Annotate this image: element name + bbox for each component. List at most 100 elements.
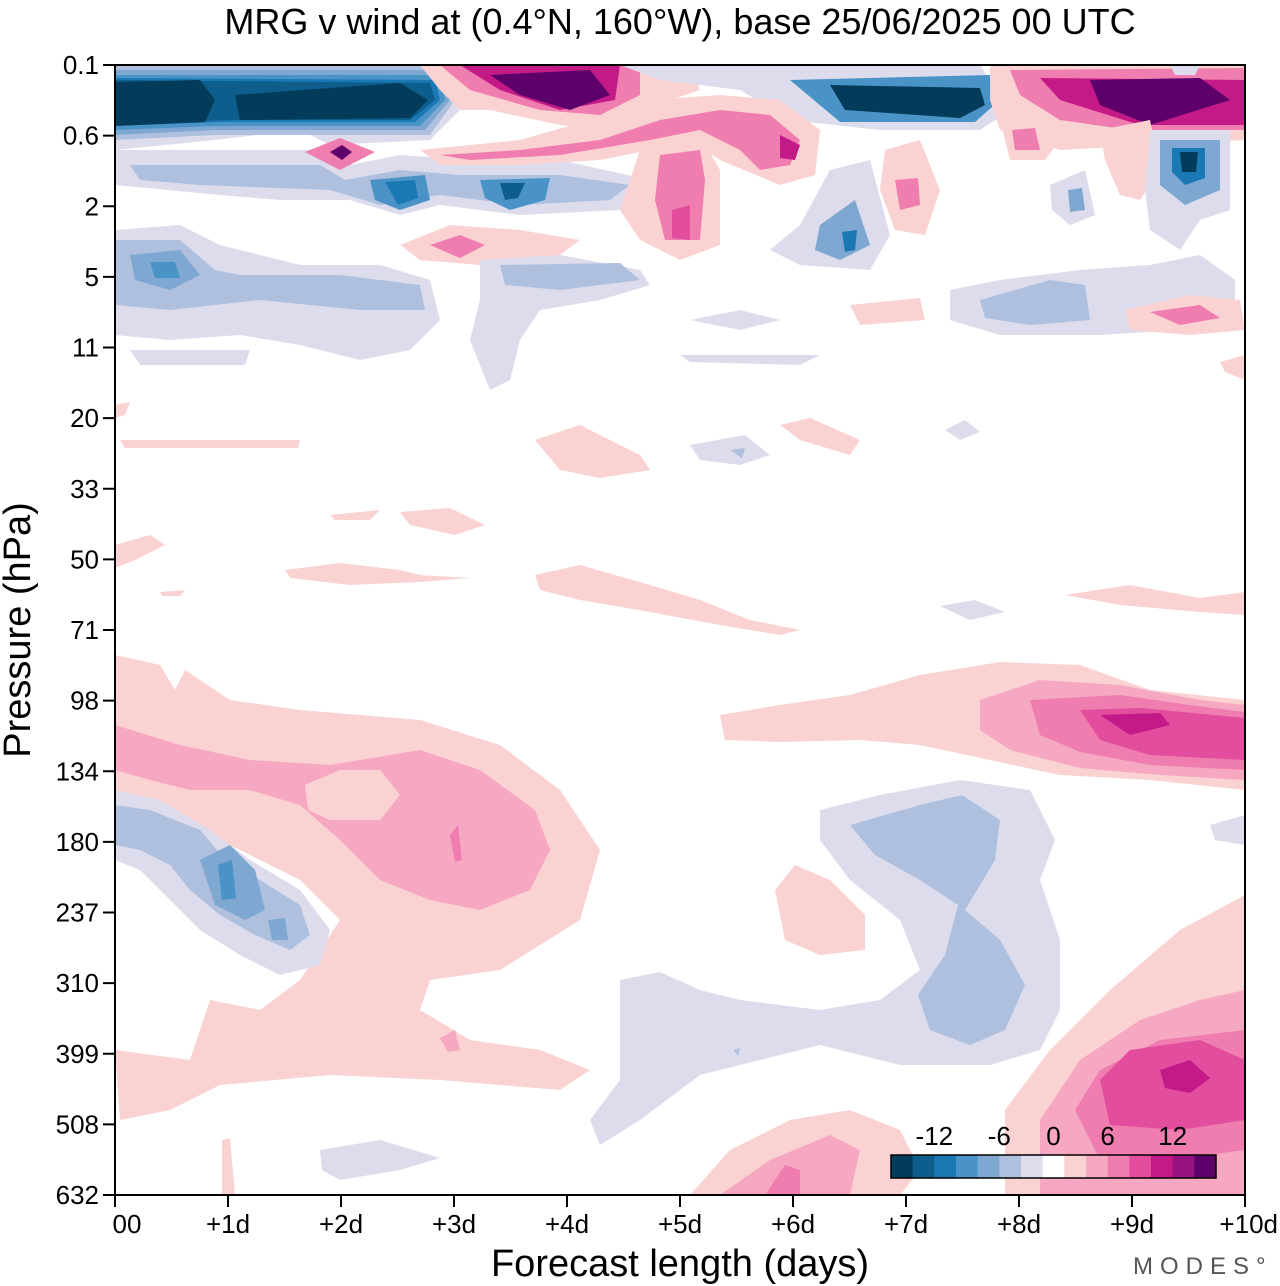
y-tick-label: 0.1: [63, 50, 99, 80]
y-tick-label: 508: [56, 1109, 99, 1139]
x-tick-label: +6d: [771, 1209, 815, 1239]
colorbar-swatch: [1194, 1155, 1217, 1178]
mid-stratosphere-contours: [115, 95, 1230, 270]
contour-pos-20e: [780, 418, 860, 455]
contour-neg-71: [940, 600, 1005, 620]
y-tick-label: 0.6: [63, 121, 99, 151]
colorbar-swatch: [1064, 1155, 1087, 1178]
contour-pos-50c: [535, 565, 800, 635]
contour-pos-trop-small: [440, 1030, 460, 1052]
colorbar-label: 12: [1158, 1121, 1187, 1151]
contour-neg-14b: [235, 83, 428, 120]
contour-neg-10-mid1: [385, 180, 418, 205]
contour-pos-50a: [115, 535, 165, 568]
contour-neg-12-mid2: [500, 183, 525, 200]
y-tick-label: 20: [70, 403, 99, 433]
colorbar-swatch: [1172, 1155, 1195, 1178]
contour-pos-trop-6: [450, 825, 462, 862]
x-tick-label: +10d: [1219, 1209, 1278, 1239]
contour-neg-5hpa-b2: [500, 263, 640, 290]
y-tick-label: 310: [56, 968, 99, 998]
y-tick-label: 632: [56, 1180, 99, 1210]
contour-pos-14-c: [1090, 78, 1230, 125]
contour-neg-m85b: [1068, 188, 1085, 212]
contour-neg-trop-10: [218, 860, 236, 900]
colorbar-swatch: [1107, 1155, 1130, 1178]
contour-neg-m65c: [842, 230, 857, 252]
x-tick-label: +2d: [319, 1209, 363, 1239]
colorbar-label: 0: [1046, 1121, 1060, 1151]
contour-pos-50d: [1065, 585, 1245, 615]
y-tick-label: 134: [56, 756, 99, 786]
y-tick-label: 11: [72, 333, 99, 363]
x-axis-label: Forecast length (days): [491, 1243, 869, 1285]
contour-pos-white-gap: [1170, 65, 1200, 75]
contour-neg-14-c: [830, 85, 985, 118]
contour-pos-trop-light-hole: [305, 770, 400, 820]
contour-neg-5hpa-c2: [980, 280, 1090, 325]
colorbar: -12 -6 0 6 12: [890, 1121, 1217, 1179]
y-axis-label: Pressure (hPa): [0, 502, 39, 758]
contour-pos-50b: [285, 563, 470, 585]
contour-pos-14: [490, 70, 610, 110]
y-tick-label: 180: [56, 827, 99, 857]
colorbar-swatch: [1086, 1155, 1109, 1178]
contour-pos-mid-a2: [330, 145, 352, 160]
contour-neg-11hpa: [130, 350, 250, 365]
contour-pos-col-5b: [655, 150, 705, 240]
contour-neg-5hpa-f: [690, 310, 780, 330]
y-tick-label: 71: [70, 615, 99, 645]
contour-neg-11hpa2: [680, 355, 820, 365]
x-tick-label: +9d: [1110, 1209, 1154, 1239]
x-axis-ticks: 00 +1d +2d +3d +4d +5d +6d +7d +8d +9d +10d: [113, 1195, 1278, 1239]
contour-pos-33a: [330, 510, 380, 520]
colorbar-swatch: [1021, 1155, 1044, 1178]
contour-pos-r2b: [1012, 128, 1040, 150]
plot-area: [115, 65, 1245, 1195]
troposphere-left-contours: [115, 655, 600, 1195]
chart-title: MRG v wind at (0.4°N, 160°W), base 25/06…: [224, 1, 1135, 42]
colorbar-swatch: [999, 1155, 1022, 1178]
contour-neg-180-r: [1210, 815, 1245, 845]
y-tick-label: 98: [70, 686, 99, 716]
contour-neg-5hpa-a4: [150, 262, 180, 278]
y-axis-ticks: 0.1 0.6 2 5 11 20 33 50 71 98 134 180 237 310 399 508 63…: [56, 50, 115, 1210]
contour-pos-20c: [535, 425, 650, 478]
contour-pos-trop-bottom: [222, 1138, 235, 1195]
x-tick-label: 00: [113, 1209, 142, 1239]
contour-neg-trop-10b: [268, 918, 288, 940]
contour-pos-20b: [120, 440, 300, 448]
x-tick-label: +5d: [658, 1209, 702, 1239]
contour-neg-r-trop-4: [850, 795, 1025, 1045]
contour-pos-mid-c2: [430, 235, 485, 258]
colorbar-label: -12: [916, 1121, 954, 1151]
contour-pos-20a: [115, 402, 130, 418]
x-tick-label: +8d: [997, 1209, 1041, 1239]
colorbar-swatch: [891, 1155, 914, 1178]
colorbar-swatch: [977, 1155, 1000, 1178]
colorbar-frame: [890, 1154, 1217, 1179]
contour-pos-5hpa-d2: [1150, 305, 1220, 325]
contour-pos-5hpa-e: [850, 298, 925, 325]
contour-pos-mid-b2: [440, 110, 800, 170]
modes-logo: MODES°: [1133, 1253, 1273, 1280]
lower-stratosphere-contours: [115, 225, 1245, 390]
contour-pos-bottom-mid-6: [765, 1165, 800, 1195]
contour-neg-5hpa-a2: [115, 240, 425, 310]
contour-pos-98-10: [1100, 713, 1170, 735]
contour-pos-mid-b3: [780, 135, 800, 160]
contour-pos-mid-c: [400, 225, 580, 265]
contour-neg-5hpa-b: [470, 255, 650, 390]
contour-neg-m65b: [815, 200, 870, 260]
y-tick-label: 399: [56, 1039, 99, 1069]
contour-neg-20f: [945, 420, 980, 440]
tropopause-layer-contours: [115, 402, 1245, 635]
x-tick-label: +1d: [206, 1209, 250, 1239]
colorbar-swatch: [912, 1155, 935, 1178]
colorbar-label: 6: [1100, 1121, 1114, 1151]
x-tick-label: +4d: [545, 1209, 589, 1239]
contour-pos-33b: [400, 508, 485, 535]
contour-pos-bottom-mid-4: [720, 1135, 860, 1195]
colorbar-swatch: [1129, 1155, 1152, 1178]
